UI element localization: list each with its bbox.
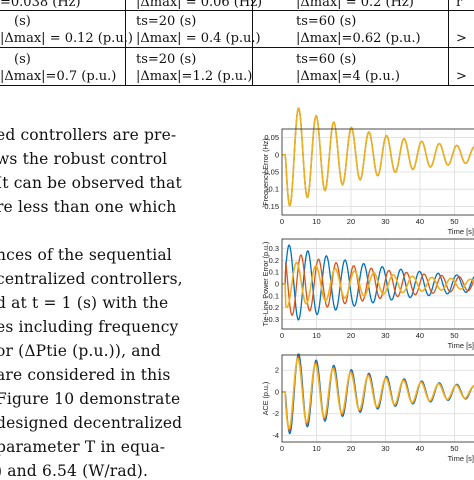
y-tick-label: -0.05 (262, 168, 279, 177)
paragraph-line: ws the robust control (0, 150, 168, 168)
series-line (282, 107, 474, 207)
table-rule (0, 10, 474, 11)
paragraph-line: re less than one which (0, 198, 177, 216)
x-tick-label: 0 (280, 444, 284, 453)
x-tick-label: 30 (381, 217, 389, 226)
paragraph-line: d at t = 1 (s) with the (0, 294, 169, 312)
table-cell: |Δmax|=0.7 (p.u.) (0, 69, 117, 84)
y-tick-label: -0.15 (262, 202, 279, 211)
table-cell-clipped: > (456, 31, 467, 46)
table-cell: (s) (14, 52, 31, 67)
table-cell: |Δmax|=4 (p.u.) (296, 69, 400, 84)
x-tick-label: 40 (416, 331, 424, 340)
y-tick-label: -0.2 (266, 303, 279, 312)
y-tick-label: -0.3 (266, 315, 279, 324)
y-tick-label: -4 (272, 431, 279, 440)
x-tick-label: 20 (347, 331, 355, 340)
table-rule (0, 85, 474, 86)
y-tick-label: 0.3 (269, 244, 279, 253)
paragraph-line: parameter T in equa- (0, 438, 166, 456)
x-tick-label: 50 (450, 331, 458, 340)
x-tick-label: 30 (381, 444, 389, 453)
y-tick-label: -0.1 (266, 291, 279, 300)
table-cell-clipped: > (456, 69, 467, 84)
y-axis-label: Frequency Error (Hz) (261, 138, 270, 206)
table-divider (448, 0, 449, 86)
y-axis-label: ACE (p.u.) (261, 382, 270, 416)
x-tick-label: 10 (312, 217, 320, 226)
table-divider (252, 0, 253, 86)
table-cell: |Δmax| = 0.12 (p.u.) (0, 31, 133, 46)
series-line (282, 357, 474, 430)
axis-frame (281, 128, 474, 216)
table-cell: =0.038 (Hz) (0, 0, 81, 10)
y-tick-label: 0 (275, 150, 279, 159)
y-tick-label: 0 (275, 387, 279, 396)
x-tick-label: 50 (450, 444, 458, 453)
y-tick-label: 0.2 (269, 256, 279, 265)
x-tick-label: 40 (416, 444, 424, 453)
y-tick-label: 0 (275, 280, 279, 289)
table-cell: |Δmax| = 0.4 (p.u.) (136, 31, 261, 46)
x-tick-label: 10 (312, 444, 320, 453)
table-cell: |Δmax|=1.2 (p.u.) (136, 69, 253, 84)
x-tick-label: 50 (450, 217, 458, 226)
y-axis-label: Tie-Line Power Error (p.u.) (261, 242, 270, 327)
y-tick-label: -0.1 (266, 185, 279, 194)
table-cell-clipped: r (456, 0, 463, 10)
x-tick-label: 10 (312, 331, 320, 340)
table-cell: |Δmax| = 0.06 (Hz) (136, 0, 263, 10)
x-tick-label: 0 (280, 331, 284, 340)
paragraph-line: designed decentralized (0, 414, 183, 432)
paragraph-line: nces of the sequential (0, 246, 172, 264)
x-tick-label: 30 (381, 331, 389, 340)
x-axis-label: Time [s] (448, 454, 474, 463)
table-cell: ts=20 (s) (136, 52, 197, 67)
axis-frame (281, 354, 474, 443)
series-line (282, 107, 474, 207)
y-tick-label: 2 (275, 366, 279, 375)
series-line (282, 261, 474, 309)
y-tick-label: 0.05 (264, 133, 279, 142)
x-axis-label: Time [s] (448, 341, 474, 350)
paragraph-line: are considered in this (0, 366, 171, 384)
series-line (282, 244, 474, 321)
table-cell: |Δmax|=0.62 (p.u.) (296, 31, 421, 46)
paragraph-line: It can be observed that (0, 174, 182, 192)
x-tick-label: 40 (416, 217, 424, 226)
paragraph-line: or (ΔPtie (p.u.)), and (0, 342, 161, 360)
x-axis-label: Time [s] (448, 227, 474, 236)
x-tick-label: 20 (347, 444, 355, 453)
y-tick-label: -2 (272, 409, 279, 418)
table-cell: |Δmax| = 0.2 (Hz) (296, 0, 414, 10)
paragraph-line: Figure 10 demonstrate (0, 390, 181, 408)
series-line (282, 107, 474, 207)
y-tick-label: 0.1 (269, 268, 279, 277)
table-cell: ts=60 (s) (296, 52, 357, 67)
x-tick-label: 0 (280, 217, 284, 226)
series-line (282, 254, 474, 317)
axis-frame (281, 238, 474, 330)
x-tick-label: 20 (347, 217, 355, 226)
results-table: =0.038 (Hz) |Δmax| = 0.06 (Hz) |Δmax| = … (0, 0, 474, 86)
table-cell: (s) (14, 14, 31, 29)
paragraph-line: centralized controllers, (0, 270, 183, 288)
table-cell: ts=60 (s) (296, 14, 357, 29)
paragraph-line: ed controllers are pre- (0, 126, 177, 144)
table-divider (125, 0, 126, 86)
table-cell: ts=20 (s) (136, 14, 197, 29)
paragraph-line: es including frequency (0, 318, 179, 336)
table-rule (0, 47, 474, 48)
